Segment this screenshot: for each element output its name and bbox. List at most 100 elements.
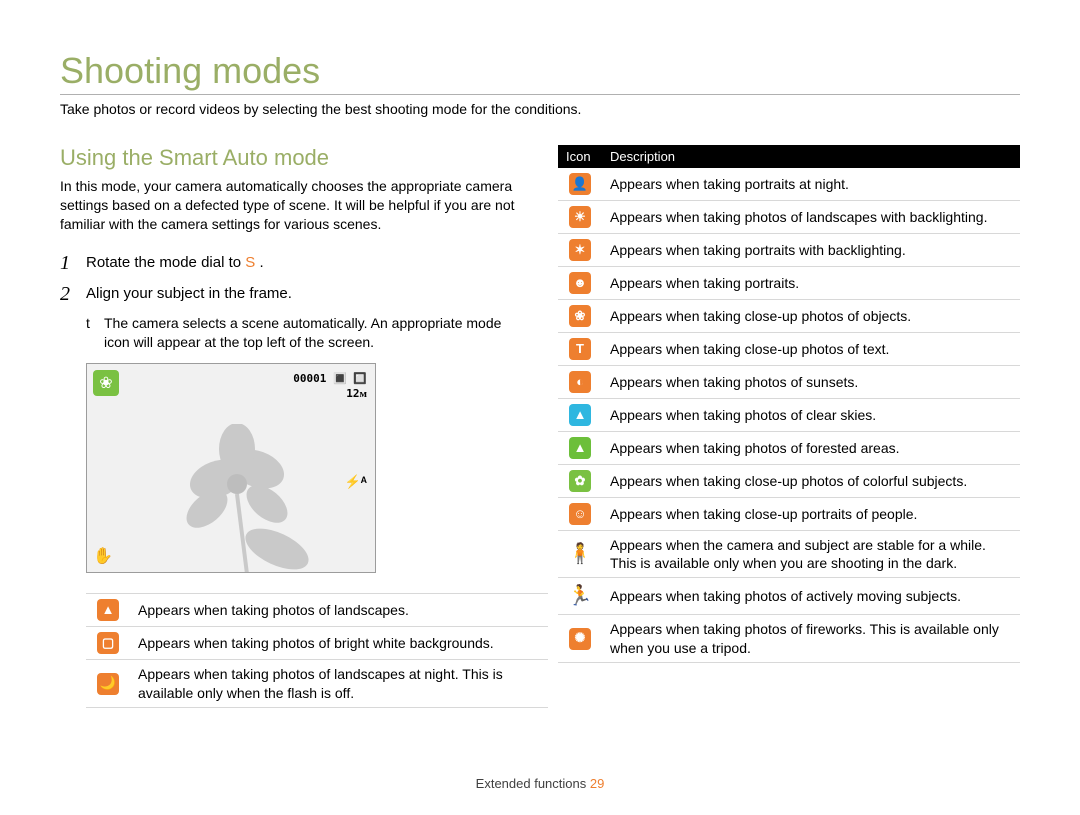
right-column: Icon Description 👤Appears when taking po… xyxy=(558,145,1020,708)
mode-icon: ▲ xyxy=(569,404,591,426)
sub-bullet-text: The camera selects a scene automatically… xyxy=(104,314,522,352)
mode-icon: ☀ xyxy=(569,206,591,228)
footer-label: Extended functions xyxy=(476,776,587,791)
step-text: Align your subject in the frame. xyxy=(86,283,292,302)
stabilizer-icon: ✋ xyxy=(93,546,113,566)
icon-cell: ▢ xyxy=(86,627,130,660)
description-cell: Appears when taking photos of landscapes… xyxy=(130,660,548,707)
description-cell: Appears when taking photos of actively m… xyxy=(602,578,1020,615)
right-table-row: ☀ Appears when taking photos of landscape… xyxy=(558,201,1020,234)
icon-cell: 👤 xyxy=(558,168,602,201)
intro-paragraph: In this mode, your camera automatically … xyxy=(60,177,522,234)
right-table-row: ✺ Appears when taking photos of ﬁreworks.… xyxy=(558,615,1020,662)
mode-icon: 🌙 xyxy=(97,673,119,695)
mode-icon: ✿ xyxy=(569,470,591,492)
mode-icon: ✶ xyxy=(569,239,591,261)
mode-icon: ✺ xyxy=(569,628,591,650)
left-table-row: 🌙 Appears when taking photos of landscape… xyxy=(86,660,548,707)
icon-cell: ☺ xyxy=(558,498,602,531)
description-cell: Appears when taking portraits with backl… xyxy=(602,234,1020,267)
mode-icon: 🏃 xyxy=(568,583,593,609)
mode-icon: T xyxy=(569,338,591,360)
camera-screen-preview: ❀ 00001 🔳 🔲 12ᴍ ⚡ᴬ ✋ xyxy=(86,363,376,573)
left-column: Using the Smart Auto mode In this mode, … xyxy=(60,145,522,708)
right-table-row: ☻ Appears when taking portraits. xyxy=(558,267,1020,300)
shot-counter: 00001 xyxy=(293,372,326,385)
icon-cell: 🏃 xyxy=(558,578,602,615)
mode-icon: 🧍 xyxy=(568,541,593,567)
description-cell: Appears when taking photos of landscapes… xyxy=(602,201,1020,234)
scene-mode-icon: ❀ xyxy=(93,370,119,396)
left-table-row: ▢ Appears when taking photos of bright wh… xyxy=(86,627,548,660)
right-table-row: 👤Appears when taking portraits at night. xyxy=(558,168,1020,201)
right-table-row: ▲ Appears when taking photos of forested … xyxy=(558,432,1020,465)
step-2: 2 Align your subject in the frame. xyxy=(60,283,522,306)
icon-cell: 🌙 xyxy=(86,660,130,707)
right-table-row: ❀ Appears when taking close-up photos of … xyxy=(558,300,1020,333)
header-description: Description xyxy=(602,145,1020,168)
description-cell: Appears when taking photos of forested a… xyxy=(602,432,1020,465)
left-table-body: ▲ Appears when taking photos of landscape… xyxy=(86,594,548,707)
flash-indicator: ⚡ᴬ xyxy=(344,474,367,490)
icon-cell: ▲ xyxy=(558,432,602,465)
bullet-marker: t xyxy=(86,314,104,352)
mode-icon: ▢ xyxy=(97,632,119,654)
flower-graphic xyxy=(147,424,347,573)
page-footer: Extended functions 29 xyxy=(0,776,1080,791)
description-cell: Appears when taking close-up photos of o… xyxy=(602,300,1020,333)
mode-icon: ◐ xyxy=(569,371,591,393)
step-text-pre: Rotate the mode dial to xyxy=(86,254,241,271)
description-cell: Appears when the camera and subject are … xyxy=(602,531,1020,578)
description-cell: Appears when taking photos of landscapes… xyxy=(130,594,548,627)
left-table-row: ▲ Appears when taking photos of landscape… xyxy=(86,594,548,627)
mode-dial-icon: S xyxy=(245,254,255,271)
steps-list: 1 Rotate the mode dial to S . 2 Align yo… xyxy=(60,252,522,306)
two-column-layout: Using the Smart Auto mode In this mode, … xyxy=(60,145,1020,708)
header-icon: Icon xyxy=(558,145,602,168)
icon-cell: ◐ xyxy=(558,366,602,399)
icon-cell: ✿ xyxy=(558,465,602,498)
description-cell: Appears when taking portraits at night. xyxy=(602,168,1020,201)
right-table-row: T Appears when taking close-up photos of … xyxy=(558,333,1020,366)
page-title: Shooting modes xyxy=(60,50,1020,95)
step-number: 2 xyxy=(60,283,86,306)
right-table-row: ☺ Appears when taking close-up portraits … xyxy=(558,498,1020,531)
description-cell: Appears when taking photos of ﬁreworks. … xyxy=(602,615,1020,662)
right-table-body: 👤Appears when taking portraits at night.… xyxy=(558,168,1020,662)
mode-icon: ▲ xyxy=(97,599,119,621)
icon-cell: ✺ xyxy=(558,615,602,662)
mode-icon: ☺ xyxy=(569,503,591,525)
icon-cell: ☻ xyxy=(558,267,602,300)
step-number: 1 xyxy=(60,252,86,275)
description-cell: Appears when taking close-up photos of t… xyxy=(602,333,1020,366)
mode-icon: ❀ xyxy=(569,305,591,327)
description-cell: Appears when taking close-up photos of c… xyxy=(602,465,1020,498)
page-subtitle: Take photos or record videos by selectin… xyxy=(60,101,1020,117)
icon-cell: ▲ xyxy=(86,594,130,627)
right-table-row: ✿ Appears when taking close-up photos of … xyxy=(558,465,1020,498)
icon-cell: ▲ xyxy=(558,399,602,432)
right-icon-table: Icon Description 👤Appears when taking po… xyxy=(558,145,1020,663)
screen-status-top: 00001 🔳 🔲 12ᴍ xyxy=(293,372,367,402)
resolution-indicator: 12ᴍ xyxy=(293,387,367,400)
step-text: Rotate the mode dial to S . xyxy=(86,252,264,271)
icon-cell: ❀ xyxy=(558,300,602,333)
icon-cell: T xyxy=(558,333,602,366)
battery-icon: 🔳 🔲 xyxy=(333,372,367,385)
description-cell: Appears when taking photos of clear skie… xyxy=(602,399,1020,432)
right-table-row: ▲ Appears when taking photos of clear ski… xyxy=(558,399,1020,432)
mode-icon: ☻ xyxy=(569,272,591,294)
description-cell: Appears when taking photos of sunsets. xyxy=(602,366,1020,399)
description-cell: Appears when taking portraits. xyxy=(602,267,1020,300)
left-icon-table: ▲ Appears when taking photos of landscape… xyxy=(86,593,548,707)
sub-bullet: t The camera selects a scene automatical… xyxy=(86,314,522,352)
icon-cell: ✶ xyxy=(558,234,602,267)
footer-page-number: 29 xyxy=(590,776,604,791)
description-cell: Appears when taking photos of bright whi… xyxy=(130,627,548,660)
right-table-row: ✶ Appears when taking portraits with back… xyxy=(558,234,1020,267)
step-text-post: . xyxy=(259,254,263,271)
step-1: 1 Rotate the mode dial to S . xyxy=(60,252,522,275)
description-cell: Appears when taking close-up portraits o… xyxy=(602,498,1020,531)
mode-icon: ▲ xyxy=(569,437,591,459)
icon-cell: 🧍 xyxy=(558,531,602,578)
